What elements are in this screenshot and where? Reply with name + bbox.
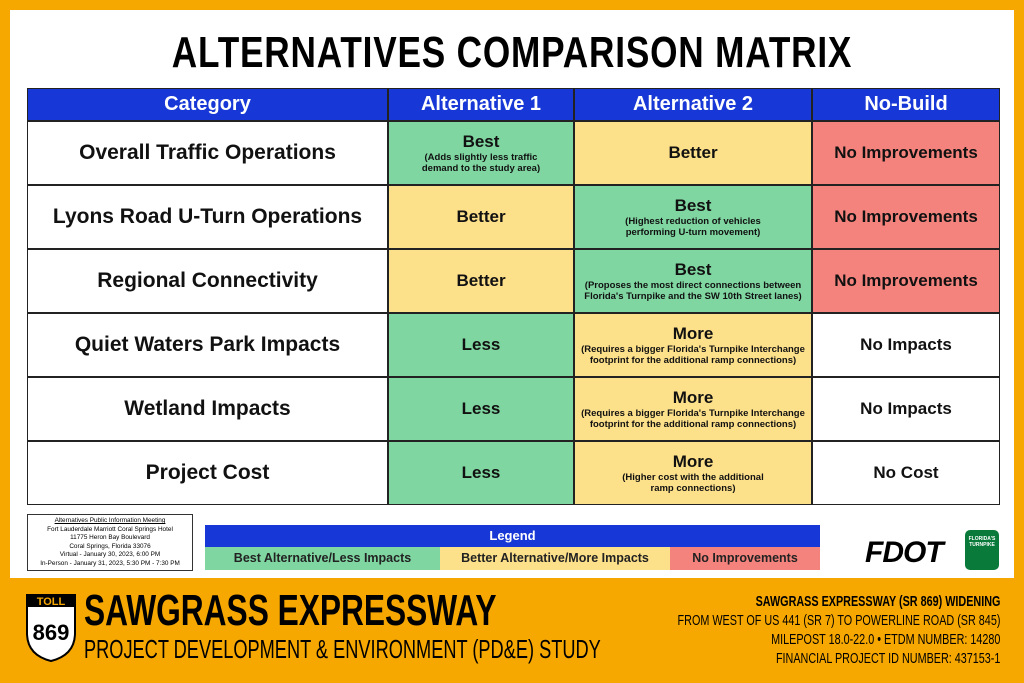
rating-cell: No Improvements: [812, 185, 1000, 249]
rating: Less: [461, 399, 501, 418]
rating-cell: Less: [388, 377, 574, 441]
shield-toll: TOLL: [37, 596, 66, 608]
category-cell: Quiet Waters Park Impacts: [27, 313, 388, 377]
rating-note: (Requires a bigger Florida's Turnpike In…: [581, 344, 805, 355]
rating-note: performing U-turn movement): [625, 227, 761, 238]
rating: Best: [674, 260, 712, 279]
rating-note: (Proposes the most direct connections be…: [584, 280, 802, 291]
rating-note: (Highest reduction of vehicles: [625, 216, 761, 227]
rating: More: [672, 452, 714, 471]
category-cell: Overall Traffic Operations: [27, 121, 388, 185]
rating: No Improvements: [834, 271, 978, 290]
rating: Less: [461, 463, 501, 482]
rating: Best: [674, 196, 712, 215]
header-cell: No-Build: [812, 88, 1000, 121]
legend-item: Better Alternative/More Impacts: [440, 547, 670, 570]
rating: Less: [461, 335, 501, 354]
meeting-line: 11775 Heron Bay Boulevard: [70, 534, 150, 541]
fdot-logo: FDOT: [865, 536, 944, 569]
legend-item: Best Alternative/Less Impacts: [205, 547, 440, 570]
footer-details: SAWGRASS EXPRESSWAY (SR 869) WIDENING FRO…: [552, 592, 1000, 668]
rating-cell: No Impacts: [812, 377, 1000, 441]
footer-subtitle: PROJECT DEVELOPMENT & ENVIRONMENT (PD&E)…: [84, 634, 601, 664]
rating-cell: Less: [388, 313, 574, 377]
header-cell: Alternative 1: [388, 88, 574, 121]
rating-note: demand to the study area): [421, 163, 541, 174]
meeting-line: In-Person - January 31, 2023, 5:30 PM - …: [40, 559, 180, 567]
rating-note: (Adds slightly less traffic: [424, 152, 538, 163]
legend-item: No Improvements: [670, 547, 820, 570]
rating-cell: More (Requires a bigger Florida's Turnpik…: [574, 313, 812, 377]
rating: Better: [456, 271, 506, 290]
turnpike-text: FLORIDA'S: [968, 536, 996, 542]
rating: No Impacts: [860, 335, 952, 354]
title: ALTERNATIVES COMPARISON MATRIX: [171, 28, 853, 77]
rating-note: footprint for the additional ramp connec…: [589, 419, 797, 430]
rating: No Impacts: [860, 399, 952, 418]
footer-title: SAWGRASS EXPRESSWAY: [84, 586, 497, 635]
rating-note: ramp connections): [650, 483, 736, 494]
rating-cell: More (Higher cost with the additional ramp…: [574, 441, 812, 505]
shield-band: [27, 595, 75, 607]
category-cell: Regional Connectivity: [27, 249, 388, 313]
rating-note: (Higher cost with the additional: [622, 472, 764, 483]
meeting-line: Coral Springs, Florida 33076: [69, 542, 151, 550]
rating-cell: More (Requires a bigger Florida's Turnpik…: [574, 377, 812, 441]
rating-cell: Best (Highest reduction of vehicles perfor…: [574, 185, 812, 249]
header-cell: Alternative 2: [574, 88, 812, 121]
footer-line: FROM WEST OF US 441 (SR 7) TO POWERLINE …: [677, 612, 1000, 629]
meeting-line: Virtual - January 30, 2023, 6:00 PM: [59, 551, 161, 558]
rating: Better: [456, 207, 506, 226]
rating: More: [672, 388, 714, 407]
rating-cell: No Improvements: [812, 121, 1000, 185]
rating-cell: Less: [388, 441, 574, 505]
rating: Better: [668, 143, 718, 162]
shield: TOLL 869: [26, 594, 76, 663]
legend-title: Legend: [205, 525, 820, 547]
category-cell: Wetland Impacts: [27, 377, 388, 441]
header-cell: Category: [27, 88, 388, 121]
footer-line: MILEPOST 18.0-22.0 • ETDM NUMBER: 14280: [770, 631, 1000, 648]
rating: No Cost: [873, 463, 939, 482]
rating: No Improvements: [834, 207, 978, 226]
rating-note: (Requires a bigger Florida's Turnpike In…: [581, 408, 805, 419]
rating-cell: Best (Proposes the most direct connection…: [574, 249, 812, 313]
turnpike-text: TURNPIKE: [969, 542, 995, 548]
category-cell: Project Cost: [27, 441, 388, 505]
rating-cell: No Cost: [812, 441, 1000, 505]
shield-number: 869: [33, 620, 70, 645]
category-cell: Lyons Road U-Turn Operations: [27, 185, 388, 249]
rating-cell: No Improvements: [812, 249, 1000, 313]
rating-cell: Better: [388, 185, 574, 249]
rating-cell: No Impacts: [812, 313, 1000, 377]
rating-cell: Better: [388, 249, 574, 313]
rating: No Improvements: [834, 143, 978, 162]
rating: More: [672, 324, 714, 343]
rating-note: Florida's Turnpike and the SW 10th Stree…: [584, 291, 802, 302]
footer-line: FINANCIAL PROJECT ID NUMBER: 437153-1: [775, 650, 1000, 667]
rating: Best: [462, 132, 500, 151]
meeting-info: Alternatives Public Information Meeting F…: [27, 514, 193, 571]
rating-cell: Better: [574, 121, 812, 185]
turnpike-logo: FLORIDA'S TURNPIKE: [965, 530, 999, 570]
rating-note: footprint for the additional ramp connec…: [589, 355, 797, 366]
shield-shape: [26, 594, 76, 663]
meeting-line: Alternatives Public Information Meeting: [54, 517, 166, 524]
footer-line: SAWGRASS EXPRESSWAY (SR 869) WIDENING: [755, 593, 1000, 610]
meeting-line: Fort Lauderdale Marriott Coral Springs H…: [47, 525, 173, 533]
rating-cell: Best (Adds slightly less traffic demand to…: [388, 121, 574, 185]
